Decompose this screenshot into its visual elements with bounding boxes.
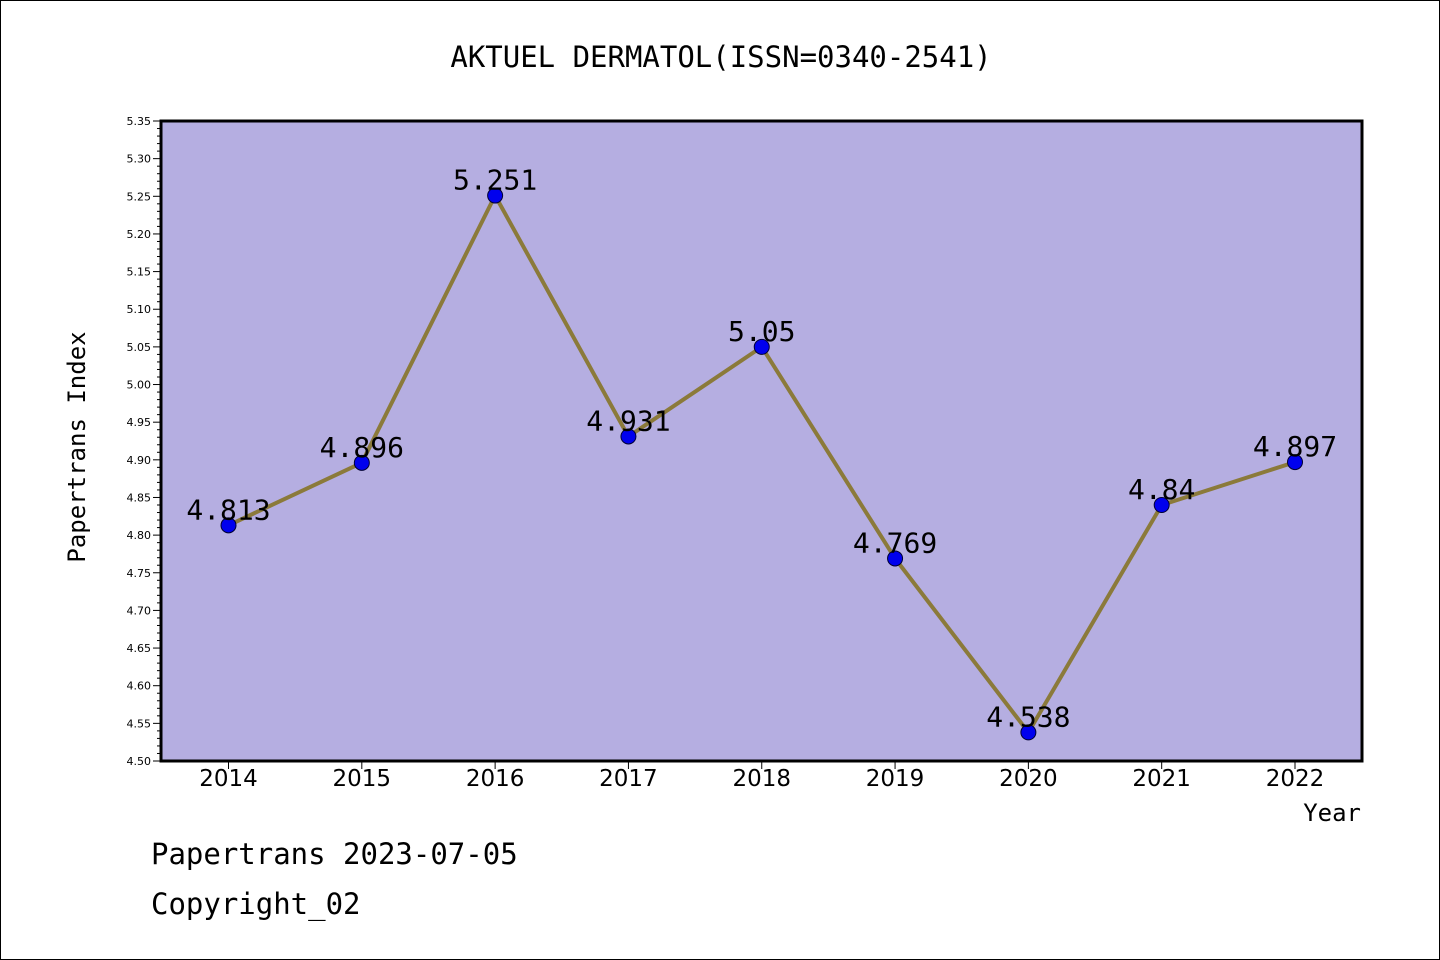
y-tick-label: 5.20 <box>127 228 152 241</box>
data-point <box>353 454 370 471</box>
y-tick-label: 4.65 <box>127 642 152 655</box>
y-tick-label: 4.90 <box>127 454 152 467</box>
data-point <box>620 428 637 445</box>
x-tick-label: 2022 <box>1266 766 1325 792</box>
data-point <box>887 550 904 567</box>
footer-date: Papertrans 2023-07-05 <box>151 837 518 871</box>
x-tick-label: 2018 <box>732 766 791 792</box>
x-tick-label: 2017 <box>599 766 658 792</box>
plot-area <box>161 121 1362 761</box>
y-tick-label: 4.50 <box>127 755 152 768</box>
y-axis-label: Papertrans Index <box>63 331 91 562</box>
data-point <box>1153 497 1170 513</box>
chart-title: AKTUEL DERMATOL(ISSN=0340-2541) <box>450 40 991 74</box>
y-tick-label: 5.35 <box>127 115 152 128</box>
data-label: 4.897 <box>1253 430 1337 463</box>
y-tick-label: 5.05 <box>127 341 152 354</box>
data-label: 4.896 <box>320 431 404 464</box>
x-tick-label: 2019 <box>866 766 925 792</box>
data-label: 4.769 <box>853 526 937 559</box>
y-tick-label: 5.15 <box>127 266 152 279</box>
data-label: 4.813 <box>186 493 270 526</box>
y-tick-label: 4.80 <box>127 529 152 542</box>
x-tick-label: 2014 <box>199 766 258 792</box>
data-label: 4.84 <box>1128 473 1195 506</box>
x-tick-label: 2021 <box>1132 766 1191 792</box>
x-tick-label: 2015 <box>333 766 392 792</box>
plot-border <box>159 119 1364 763</box>
footer-copyright: Copyright_02 <box>151 887 361 921</box>
y-tick-label: 4.70 <box>127 604 152 617</box>
y-tick-label: 5.10 <box>127 303 152 316</box>
data-label: 4.931 <box>586 404 670 437</box>
data-point <box>220 517 237 534</box>
x-tick-label: 2016 <box>466 766 525 792</box>
y-tick-label: 5.00 <box>127 379 152 392</box>
data-point <box>1020 724 1037 741</box>
y-tick-label: 4.60 <box>127 680 152 693</box>
series: 4.813 4.896 5.251 4.931 5.05 4.769 4.538 4.84 4.… <box>186 164 1337 741</box>
y-tick-label: 5.25 <box>127 190 152 203</box>
data-label: 5.05 <box>728 315 795 348</box>
y-tick-label: 5.30 <box>127 153 152 166</box>
data-point <box>487 187 504 204</box>
y-tick-label: 4.85 <box>127 491 152 504</box>
data-point <box>1287 454 1303 471</box>
y-tick-label: 4.75 <box>127 567 152 580</box>
data-label: 4.538 <box>986 700 1070 733</box>
x-tick-label: 2020 <box>999 766 1058 792</box>
y-tick-label: 4.55 <box>127 717 152 730</box>
data-label: 5.251 <box>453 164 537 197</box>
x-axis-label: Year <box>1303 799 1361 827</box>
x-axis: 2014 2015 2016 2017 2018 2019 2020 2021 2022 <box>199 761 1324 792</box>
data-point <box>753 338 770 355</box>
y-tick-label: 4.95 <box>127 416 152 429</box>
y-axis: 4.50 4.55 4.60 4.65 4.70 4.75 4.80 4.85 4.90 4.95… <box>127 115 161 768</box>
